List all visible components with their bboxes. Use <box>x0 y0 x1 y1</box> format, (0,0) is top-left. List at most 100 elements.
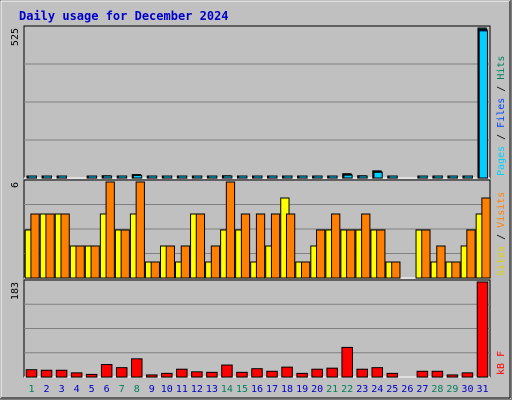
bar-pages-day-9 <box>147 175 158 179</box>
bar-pages-day-10 <box>162 175 173 179</box>
x-tick-label: 8 <box>134 384 140 395</box>
bar-kb-f-day-8 <box>130 358 143 378</box>
x-tick-label: 7 <box>119 384 125 395</box>
x-tick-label: 5 <box>89 384 95 395</box>
bar-pages-day-16 <box>253 175 263 179</box>
x-tick-label: 31 <box>476 384 488 395</box>
bar-visits-day-19 <box>300 261 311 279</box>
bar-pages-day-23 <box>358 175 368 179</box>
chart-title: Daily usage for December 2024 <box>19 9 229 23</box>
bar-visits-day-1 <box>30 213 40 279</box>
x-tick-label: 18 <box>281 384 293 395</box>
bar-pages-day-18 <box>283 175 293 179</box>
bar-kb-f-day-6 <box>100 364 113 378</box>
bar-visits-day-31 <box>481 197 491 279</box>
legend-kbytes: kB F <box>496 351 507 375</box>
x-tick-label: 19 <box>296 384 308 395</box>
bar-pages-day-30 <box>463 175 473 179</box>
bar-kb-f-day-2 <box>40 369 53 378</box>
x-tick-label: 12 <box>191 384 203 395</box>
bar-visits-day-30 <box>466 229 476 279</box>
bar-kb-f-day-20 <box>311 368 323 378</box>
x-tick-label: 1 <box>29 384 35 395</box>
bar-visits-day-15 <box>240 213 251 279</box>
x-tick-label: 28 <box>431 384 443 395</box>
x-tick-label: 24 <box>371 384 383 395</box>
legend-item: Pages <box>496 146 507 176</box>
bar-kb-f-day-3 <box>55 369 68 378</box>
bar-kb-f-day-29 <box>446 374 459 378</box>
bar-visits-day-21 <box>331 213 341 279</box>
bar-visits-day-24 <box>376 229 386 279</box>
legend-item: Sites <box>496 246 507 276</box>
bar-visits-day-8 <box>135 181 145 279</box>
bar-visits-day-22 <box>346 229 356 279</box>
bar-visits-day-25 <box>391 261 401 279</box>
x-axis-tick-labels: 1 2 3 4 5 6 7 8 9 10 11 12 13 14 15 16 17 18 19 20 21 22 23 24 2… <box>29 384 489 395</box>
x-tick-label: 4 <box>74 384 80 395</box>
bar-kb-f-day-1 <box>25 369 38 378</box>
bar-visits-day-11 <box>180 245 191 279</box>
x-tick-label: 29 <box>446 384 458 395</box>
panel-hits: 525 Pages / Files / Hits <box>10 25 507 179</box>
bar-pages-day-7 <box>117 175 128 179</box>
bar-pages-day-15 <box>238 175 248 179</box>
y-max-label: 6 <box>10 182 21 188</box>
bar-visits-day-20 <box>316 229 326 279</box>
bar-pages-day-8 <box>132 174 143 179</box>
bar-kb-f-day-19 <box>296 372 308 378</box>
bar-pages-day-29 <box>448 175 458 179</box>
bar-pages-day-5 <box>87 175 98 179</box>
bar-pages-day-28 <box>433 175 443 179</box>
bar-visits-day-6 <box>105 181 115 279</box>
bar-kb-f-day-10 <box>161 372 173 378</box>
legend-item: kB <box>496 363 507 375</box>
x-tick-label: 6 <box>104 384 110 395</box>
legend-item: / <box>496 134 507 146</box>
bar-kb-f-day-12 <box>191 371 203 378</box>
x-tick-label: 21 <box>326 384 338 395</box>
bar-pages-day-24 <box>373 171 383 179</box>
x-tick-label: 26 <box>401 384 413 395</box>
bar-pages-day-31 <box>478 30 488 179</box>
y-max-label: 525 <box>10 28 21 46</box>
x-tick-label: 13 <box>206 384 218 395</box>
bar-visits-day-2 <box>45 213 55 279</box>
legend-hits: Pages / Files / Hits <box>496 56 507 176</box>
bar-pages-day-21 <box>328 175 338 179</box>
x-tick-label: 23 <box>356 384 368 395</box>
bar-kb-f-day-16 <box>251 368 263 378</box>
legend-item: Hits <box>496 56 507 86</box>
legend-item: Visits <box>496 192 507 234</box>
bar-visits-day-28 <box>436 245 446 279</box>
bar-pages-day-2 <box>42 175 53 179</box>
bar-pages-day-6 <box>102 175 113 179</box>
bar-pages-day-12 <box>193 175 203 179</box>
bar-pages-day-3 <box>57 175 68 179</box>
bar-kb-f-day-17 <box>266 370 278 378</box>
bar-visits-day-23 <box>361 213 371 279</box>
x-tick-label: 9 <box>149 384 155 395</box>
legend-item: / <box>496 86 507 98</box>
x-tick-label: 22 <box>341 384 353 395</box>
bar-kb-f-day-4 <box>70 372 83 378</box>
x-tick-label: 15 <box>236 384 248 395</box>
bar-kb-f-day-30 <box>461 372 474 378</box>
bar-pages-day-11 <box>178 175 188 179</box>
panel-kbytes: 183 kB F <box>10 279 507 378</box>
bar-kb-f-day-7 <box>115 367 128 378</box>
bar-pages-day-22 <box>343 174 353 179</box>
bar-visits-day-16 <box>255 213 266 279</box>
bar-visits-day-17 <box>270 213 281 279</box>
bar-kb-f-day-27 <box>416 370 429 378</box>
bar-pages-day-17 <box>268 175 278 179</box>
legend-item: Files <box>496 98 507 134</box>
x-tick-label: 17 <box>266 384 278 395</box>
bar-kb-f-day-13 <box>206 371 218 378</box>
bar-kb-f-day-28 <box>431 370 444 378</box>
bar-visits-day-13 <box>210 245 221 279</box>
bar-visits-day-3 <box>60 213 70 279</box>
bar-pages-day-1 <box>27 175 37 179</box>
bar-kb-f-day-5 <box>85 373 98 378</box>
